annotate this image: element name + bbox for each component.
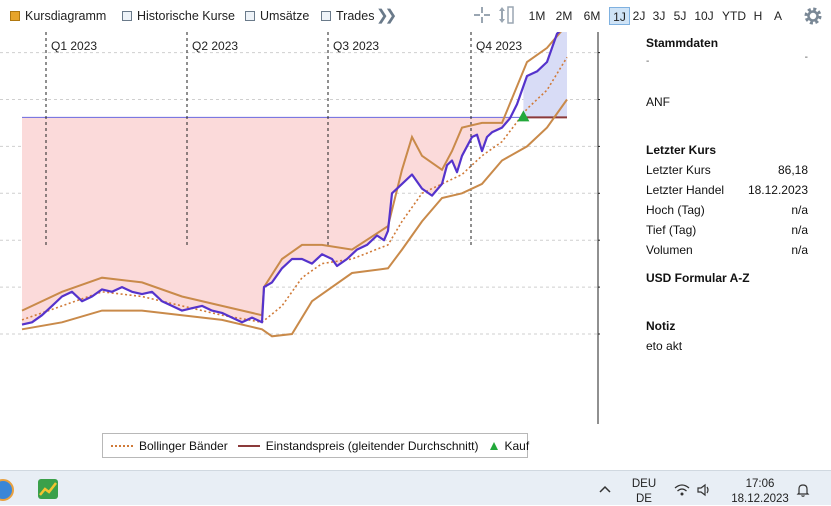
bollinger-lower-band xyxy=(21,98,568,338)
app-chart-icon[interactable] xyxy=(38,479,58,499)
legend-label: Einstandspreis (gleitender Durchschnitt) xyxy=(265,438,479,453)
clock-date[interactable]: 18.12.2023 xyxy=(731,493,789,505)
quarter-label: Q4 2023 xyxy=(476,39,522,53)
tab-label: Umsätze xyxy=(260,9,310,23)
stammdaten-value: - xyxy=(646,56,650,67)
range-6m[interactable]: 6M xyxy=(583,9,601,23)
row-label: Hoch (Tag) xyxy=(646,203,705,217)
quarter-label: Q3 2023 xyxy=(333,39,379,53)
notiz-title: Notiz xyxy=(646,319,676,333)
quarter-label: Q1 2023 xyxy=(51,39,97,53)
range-1j[interactable]: 1J xyxy=(609,7,630,25)
solid-line-icon xyxy=(237,444,260,447)
gain-area xyxy=(523,32,567,118)
tab-label: Historische Kurse xyxy=(137,9,235,23)
row-label: Letzter Handel xyxy=(646,183,725,197)
checkbox-icon xyxy=(321,11,331,21)
legend-item-kauf[interactable]: Kauf xyxy=(489,438,530,453)
info-panel: Stammdaten - - ANF Letzter Kurs Letzter … xyxy=(638,32,818,432)
taskbar: DEU DE 17:06 18.12.2023 xyxy=(0,470,831,505)
toolbar: Kursdiagramm Historische Kurse Umsätze T… xyxy=(0,0,831,32)
tab-umsaetze[interactable]: Umsätze xyxy=(245,8,309,24)
row-value: 86,18 xyxy=(777,163,808,177)
kurs-title: Letzter Kurs xyxy=(646,143,717,157)
price-line xyxy=(21,32,561,326)
notiz-text: eto akt xyxy=(646,339,683,353)
checkbox-icon xyxy=(10,11,20,21)
checkbox-icon xyxy=(122,11,132,21)
quarter-label: Q2 2023 xyxy=(192,39,238,53)
start-icon[interactable] xyxy=(0,479,14,501)
row-value: n/a xyxy=(791,243,808,257)
range-2j[interactable]: 2J xyxy=(632,9,646,23)
chevron-up-icon[interactable] xyxy=(598,484,612,494)
more-tabs-icon[interactable]: ❯❯ xyxy=(376,7,397,24)
row-value: n/a xyxy=(791,203,808,217)
range-10j[interactable]: 10J xyxy=(694,9,714,23)
clock-time[interactable]: 17:06 xyxy=(745,478,775,490)
tab-historische-kurse[interactable]: Historische Kurse xyxy=(122,8,235,24)
row-value: n/a xyxy=(791,223,808,237)
range-3j[interactable]: 3J xyxy=(652,9,666,23)
checkbox-icon xyxy=(245,11,255,21)
gridlines xyxy=(0,52,598,335)
stammdaten-value-right: - xyxy=(804,52,808,63)
price-chart[interactable]: 2030405060708090 Q1 2023 Q2 2023 Q3 2023 Q4… xyxy=(0,32,600,432)
triangle-icon xyxy=(489,441,498,450)
tab-kursdiagramm[interactable]: Kursdiagramm xyxy=(10,8,106,24)
legend-item-einstandspreis[interactable]: Einstandspreis (gleitender Durchschnitt) xyxy=(237,438,479,453)
vertical-zoom-icon[interactable] xyxy=(497,6,515,24)
gear-icon[interactable] xyxy=(802,5,824,27)
loss-area xyxy=(22,117,524,325)
row-label: Tief (Tag) xyxy=(646,223,697,237)
chart-legend: Bollinger Bänder Einstandspreis (gleiten… xyxy=(102,433,530,458)
tab-trades[interactable]: Trades xyxy=(321,8,374,24)
range-5j[interactable]: 5J xyxy=(673,9,687,23)
crosshair-icon[interactable] xyxy=(473,6,491,24)
lang-bottom[interactable]: DE xyxy=(636,493,652,505)
lang-top[interactable]: DEU xyxy=(631,478,657,490)
range-ytd[interactable]: YTD xyxy=(722,9,746,23)
wifi-icon[interactable] xyxy=(674,483,690,497)
legend-item-bollinger[interactable]: Bollinger Bänder xyxy=(111,439,228,453)
stammdaten-title: Stammdaten xyxy=(646,36,719,50)
tab-label: Kursdiagramm xyxy=(25,9,107,23)
y-axis-ticks: 2030405060708090 xyxy=(598,52,600,335)
dotted-line-icon xyxy=(111,444,133,447)
row-label: Volumen xyxy=(646,243,693,257)
bollinger-upper-band xyxy=(21,32,562,317)
row-value: 18.12.2023 xyxy=(747,183,808,197)
legend-label: Bollinger Bänder xyxy=(139,438,228,453)
quarter-labels: Q1 2023 Q2 2023 Q3 2023 Q4 2023 xyxy=(51,39,522,53)
legend-label: Kauf xyxy=(504,438,530,453)
range-h[interactable]: H xyxy=(753,9,763,23)
tab-label: Trades xyxy=(336,9,375,23)
buy-marker xyxy=(517,110,530,122)
range-a[interactable]: A xyxy=(773,9,782,23)
row-label: Letzter Kurs xyxy=(646,163,711,177)
range-1m[interactable]: 1M xyxy=(528,9,546,23)
symbol: ANF xyxy=(646,95,670,109)
bell-icon[interactable] xyxy=(796,483,810,497)
currency-line: USD Formular A-Z xyxy=(646,271,750,285)
range-2m[interactable]: 2M xyxy=(555,9,573,23)
speaker-icon[interactable] xyxy=(697,483,711,497)
